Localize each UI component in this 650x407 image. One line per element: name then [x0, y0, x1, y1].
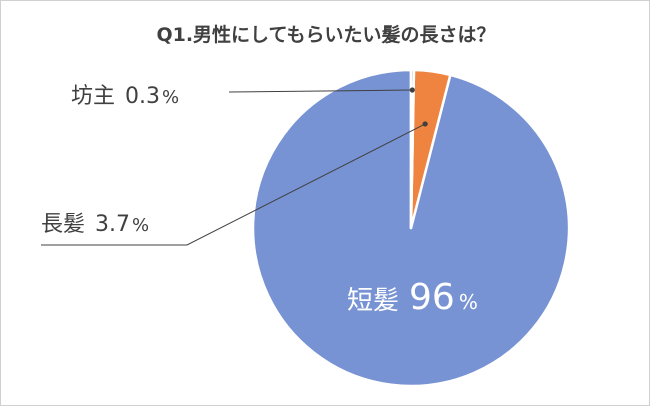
slice-value-bozu: 0.3 [125, 84, 160, 109]
slice-name-long: 長髪 [41, 212, 85, 237]
pie-slices [251, 68, 571, 388]
slice-value-short: 96 [409, 277, 455, 318]
slice-value-long: 3.7 [95, 212, 130, 237]
slice-name-bozu: 坊主 [71, 84, 115, 109]
slice-label-long: 長髪 3.7% [41, 212, 149, 237]
slice-name-short: 短髪 [347, 286, 399, 316]
slice-label-short: 短髪 96% [347, 277, 478, 318]
leader-line-bozu [228, 89, 413, 93]
leader-line-long [41, 123, 426, 246]
leader-dot-long [422, 121, 428, 127]
leader-dot-bozu [409, 87, 415, 93]
leader-lines [41, 87, 428, 246]
pie-slice-bozu [409, 68, 416, 230]
chart-title: Q1.男性にしてもらいたい髪の長さは？ [156, 23, 495, 46]
slice-label-bozu: 坊主 0.3% [71, 84, 179, 109]
slice-unit-short: % [459, 290, 478, 314]
slice-unit-bozu: % [162, 87, 179, 108]
slice-unit-long: % [132, 215, 149, 236]
